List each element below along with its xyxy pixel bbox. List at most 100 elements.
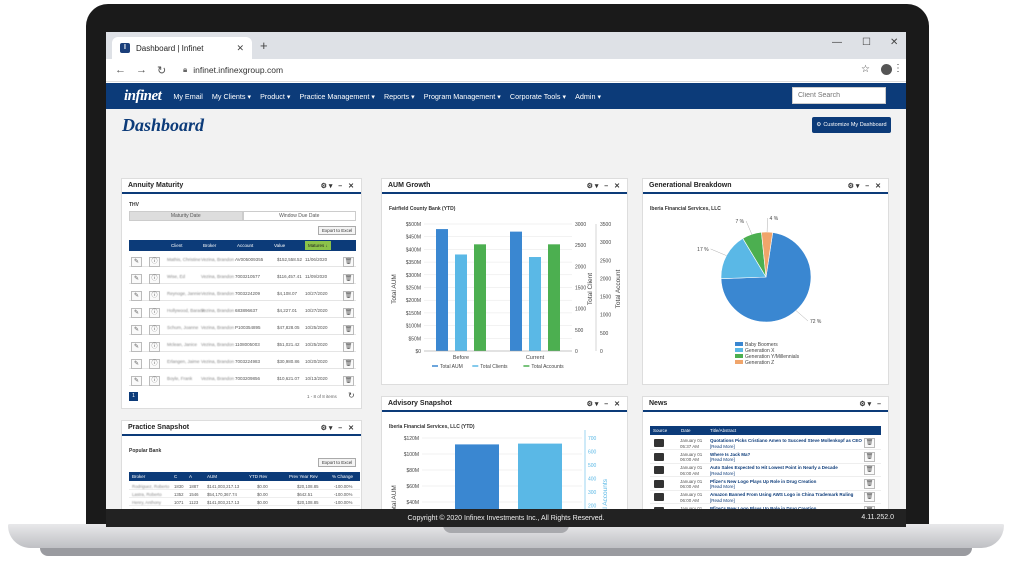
col-date[interactable]: Date xyxy=(681,428,691,433)
edit-icon[interactable]: ✎ xyxy=(131,291,142,301)
back-icon[interactable]: ← xyxy=(115,64,126,76)
window-close-icon[interactable]: ✕ xyxy=(890,37,899,48)
col-matures[interactable]: Matures ↓ xyxy=(305,241,331,250)
cell-matures: 10/27/2020 xyxy=(305,291,328,296)
col-broker[interactable]: Broker xyxy=(132,474,146,479)
info-icon[interactable]: ⓘ xyxy=(149,308,160,318)
col-c[interactable]: C xyxy=(174,474,178,479)
y-tick-label: $100M xyxy=(406,324,421,330)
nav-product[interactable]: Product ▾ xyxy=(260,91,291,101)
col-client[interactable]: Client xyxy=(171,243,183,248)
news-title-link[interactable]: Pfizer's New Logo Plays Up Role in Drug … xyxy=(710,505,817,511)
browser-tab[interactable]: I Dashboard | Infinet ✕ xyxy=(112,37,252,59)
bar-total-clients xyxy=(455,254,467,351)
edit-icon[interactable]: ✎ xyxy=(131,308,142,318)
edit-icon[interactable]: ✎ xyxy=(131,257,142,267)
bookmark-star-icon[interactable]: ☆ xyxy=(861,64,870,75)
news-title-link[interactable]: Pfizer's New Logo Plays Up Role in Drug … xyxy=(710,478,817,484)
menu-kebab-icon[interactable]: ⋮ xyxy=(893,63,903,74)
trash-icon[interactable]: 🗑︎ xyxy=(343,257,354,267)
read-more-link[interactable]: [Read More] xyxy=(710,497,735,503)
edit-icon[interactable]: ✎ xyxy=(131,274,142,284)
trash-icon[interactable]: 🗑︎ xyxy=(343,359,354,369)
widget-controls[interactable]: ⚙▾ – ✕ xyxy=(320,183,356,190)
widget-controls[interactable]: ⚙▾ – xyxy=(859,401,883,408)
maximize-icon[interactable]: ☐ xyxy=(862,37,871,48)
trash-icon[interactable]: 🗑︎ xyxy=(343,376,354,386)
read-more-link[interactable]: [Read More] xyxy=(710,443,735,449)
col-aum[interactable]: AUM xyxy=(207,474,217,479)
news-title-link[interactable]: Quotations Picks Cristiano Amen to Succe… xyxy=(710,438,862,443)
news-title-link[interactable]: Auto Sales Expected to Hit Lowest Point … xyxy=(710,465,838,470)
read-more-link[interactable]: [Read More] xyxy=(710,484,735,489)
new-tab-icon[interactable]: + xyxy=(260,38,268,53)
col-account[interactable]: Account xyxy=(237,243,254,248)
tab-bar: I Dashboard | Infinet ✕ + — ☐ ✕ xyxy=(106,32,906,59)
export-excel-button[interactable]: Export to Excel xyxy=(318,458,357,467)
trash-icon[interactable]: 🗑︎ xyxy=(864,492,875,502)
forward-icon[interactable]: → xyxy=(136,64,147,76)
info-icon[interactable]: ⓘ xyxy=(149,342,160,352)
edit-icon[interactable]: ✎ xyxy=(131,342,142,352)
refresh-icon[interactable]: ↻ xyxy=(348,391,355,400)
trash-icon[interactable]: 🗑︎ xyxy=(864,451,875,462)
tab-maturity-date[interactable]: Maturity Date xyxy=(129,211,243,221)
widget-controls[interactable]: ⚙▾ – ✕ xyxy=(586,183,622,190)
col-pct-change[interactable]: % Change xyxy=(332,474,354,479)
nav-my-email[interactable]: My Email xyxy=(173,91,203,101)
nav-corporate-tools[interactable]: Corporate Tools ▾ xyxy=(509,91,567,101)
info-icon[interactable]: ⓘ xyxy=(149,359,160,369)
trash-icon[interactable]: 🗑︎ xyxy=(864,465,875,475)
nav-practice-management[interactable]: Practice Management ▾ xyxy=(299,91,375,101)
trash-icon[interactable]: 🗑︎ xyxy=(864,478,875,489)
edit-icon[interactable]: ✎ xyxy=(131,359,142,369)
trash-icon[interactable]: 🗑︎ xyxy=(343,342,354,352)
widget-controls[interactable]: ⚙▾ – ✕ xyxy=(847,183,883,190)
info-icon[interactable]: ⓘ xyxy=(149,291,160,301)
trash-icon[interactable]: 🗑︎ xyxy=(343,274,354,284)
infinet-logo[interactable]: infinet xyxy=(124,87,162,104)
news-item: January 01 05:37 AM Quotations Picks Crist… xyxy=(650,437,881,450)
trash-icon[interactable]: 🗑︎ xyxy=(343,308,354,318)
info-icon[interactable]: ⓘ xyxy=(149,274,160,284)
col-source[interactable]: Source xyxy=(653,428,668,433)
export-excel-button[interactable]: Export to Excel xyxy=(318,226,357,235)
advisory-chart: $120M$100M$80M$60M$40M$20M70060050040030… xyxy=(391,430,609,520)
close-icon[interactable]: ✕ xyxy=(236,42,244,53)
url-field[interactable]: 🔒︎ infinet.infinexgroup.com xyxy=(183,65,283,75)
info-icon[interactable]: ⓘ xyxy=(149,376,160,386)
edit-icon[interactable]: ✎ xyxy=(131,325,142,335)
col-title[interactable]: Title/Abstract xyxy=(710,428,737,433)
edit-icon[interactable]: ✎ xyxy=(131,376,142,386)
customize-dashboard-button[interactable]: ⚙ Customize My Dashboard xyxy=(812,117,891,133)
col-broker[interactable]: Broker xyxy=(203,243,217,248)
reload-icon[interactable]: ↻ xyxy=(157,64,167,77)
read-more-link[interactable]: [Read More] xyxy=(710,470,735,476)
col-ytd-rev[interactable]: YTD Rev xyxy=(249,474,268,479)
info-icon[interactable]: ⓘ xyxy=(149,325,160,335)
table-row: ✎ ⓘ Mclean, Janice Vezina, Brandon 110800500… xyxy=(129,337,356,352)
nav-my-clients[interactable]: My Clients ▾ xyxy=(211,91,252,101)
trash-icon[interactable]: 🗑︎ xyxy=(343,291,354,301)
nav-program-management[interactable]: Program Management ▾ xyxy=(423,91,501,101)
col-prev-year-rev[interactable]: Prev Year Rev xyxy=(289,474,318,479)
news-date: January 01 xyxy=(680,478,703,484)
col-value[interactable]: Value xyxy=(274,243,286,248)
cell-prev: $642.51 xyxy=(297,491,313,497)
tab-window-due-date[interactable]: Window Due Date xyxy=(242,211,356,221)
trash-icon[interactable]: 🗑︎ xyxy=(343,325,354,335)
col-a[interactable]: A xyxy=(189,474,193,479)
minimize-icon[interactable]: — xyxy=(832,37,842,48)
nav-admin[interactable]: Admin ▾ xyxy=(575,91,602,101)
profile-icon[interactable] xyxy=(881,64,892,75)
nav-reports[interactable]: Reports ▾ xyxy=(383,91,415,101)
client-search-input[interactable] xyxy=(792,87,886,104)
widget-controls[interactable]: ⚙▾ – ✕ xyxy=(320,425,356,432)
news-title-link[interactable]: Amazon Banned From Using AWS Logo in Chi… xyxy=(710,492,854,497)
news-title-link[interactable]: Where Is Jack Ma? xyxy=(710,451,751,457)
trash-icon[interactable]: 🗑︎ xyxy=(864,438,875,448)
page-button[interactable]: 1 xyxy=(129,392,138,401)
widget-controls[interactable]: ⚙▾ – ✕ xyxy=(586,401,622,408)
info-icon[interactable]: ⓘ xyxy=(149,257,160,267)
read-more-link[interactable]: [Read More] xyxy=(710,457,735,462)
